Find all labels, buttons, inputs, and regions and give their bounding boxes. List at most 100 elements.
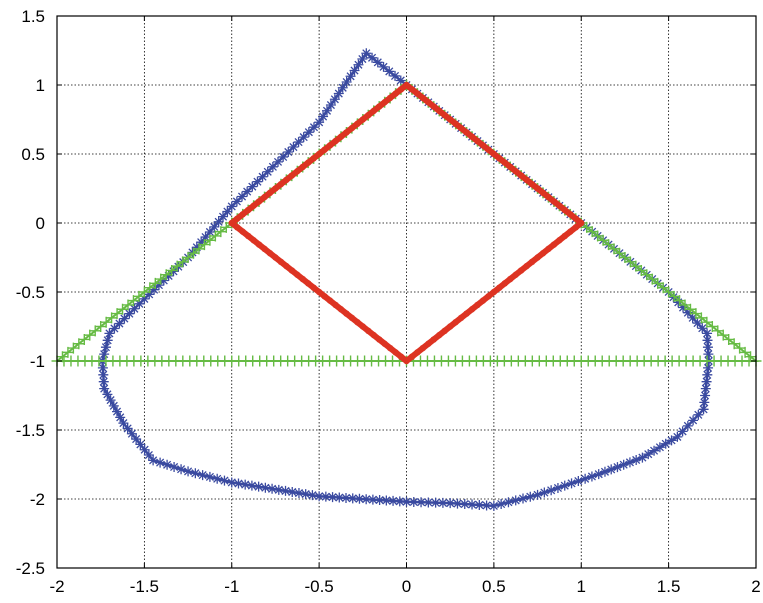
series-marker — [253, 481, 264, 492]
y-tick-label: -2.5 — [16, 559, 45, 578]
series-marker — [367, 52, 378, 63]
series-marker — [333, 88, 344, 99]
x-tick-label: 2 — [751, 577, 760, 596]
series-marker — [299, 163, 306, 171]
series-marker — [349, 65, 360, 76]
series-marker — [294, 271, 301, 278]
series-marker — [247, 181, 258, 192]
series-marker — [559, 480, 570, 491]
series-marker — [273, 484, 284, 495]
series-marker — [437, 497, 448, 508]
series-marker — [566, 478, 577, 489]
series-marker — [693, 409, 704, 420]
series-marker — [261, 193, 268, 201]
series-marker — [105, 395, 116, 406]
series-marker — [260, 482, 271, 493]
series-marker — [299, 275, 306, 283]
series-marker — [556, 202, 563, 209]
series-marker — [637, 452, 648, 463]
series-marker — [618, 459, 629, 470]
series-marker — [474, 301, 481, 309]
series-marker — [228, 219, 235, 227]
grid — [56, 15, 757, 569]
series-marker — [100, 342, 111, 353]
series-marker — [139, 293, 150, 304]
series-marker — [176, 464, 187, 475]
series-marker — [337, 306, 345, 313]
series-marker — [688, 415, 699, 426]
series-marker — [370, 331, 377, 339]
series-marker — [303, 127, 314, 138]
series-marker — [262, 166, 273, 177]
series-marker — [556, 237, 563, 244]
series-marker — [414, 90, 421, 97]
series-marker — [381, 340, 388, 347]
series-marker — [572, 215, 579, 222]
series-marker — [239, 228, 246, 235]
y-tick-label: -0.5 — [16, 283, 45, 302]
series-marker — [231, 196, 242, 207]
series-marker — [375, 336, 383, 343]
series-marker — [643, 449, 654, 460]
series-marker — [392, 90, 399, 97]
series-marker — [144, 289, 155, 300]
series-marker — [390, 70, 401, 81]
series-marker — [218, 211, 229, 222]
series-marker — [631, 454, 642, 465]
series-marker — [673, 297, 684, 308]
series-marker — [463, 310, 470, 317]
series-marker — [403, 357, 410, 365]
x-tick-label: 1 — [577, 577, 586, 596]
series-marker — [572, 224, 579, 231]
series-marker — [124, 308, 135, 319]
series-marker — [677, 426, 688, 437]
series-marker — [702, 369, 713, 380]
series-marker — [702, 328, 713, 339]
series-marker — [452, 120, 459, 128]
series-marker — [468, 306, 476, 313]
series-marker — [329, 94, 340, 105]
series-marker — [266, 249, 274, 257]
series-marker — [114, 318, 125, 329]
series-marker — [334, 492, 345, 503]
series-marker — [357, 54, 368, 65]
y-tick-label: 0.5 — [21, 145, 45, 164]
series-marker — [666, 435, 677, 446]
series-marker — [318, 111, 329, 122]
series-marker — [139, 444, 150, 455]
series-marker — [457, 314, 465, 322]
series-marker — [347, 493, 358, 504]
series-marker — [326, 297, 334, 304]
series-marker — [305, 159, 312, 166]
series-marker — [348, 314, 356, 322]
series-marker — [246, 480, 257, 491]
series-marker — [126, 428, 137, 439]
series-marker — [359, 323, 367, 330]
series-marker — [115, 412, 126, 423]
series-marker — [222, 206, 233, 217]
series-marker — [98, 376, 109, 387]
series-marker — [143, 450, 154, 461]
series-marker — [392, 349, 399, 356]
series-marker — [518, 493, 528, 504]
series-marker — [272, 254, 279, 261]
series-marker — [273, 156, 284, 167]
series-marker — [354, 318, 361, 326]
series-marker — [395, 75, 406, 86]
series-marker — [240, 479, 251, 490]
series-marker — [99, 383, 110, 394]
series-marker — [183, 466, 194, 477]
series-marker — [501, 159, 508, 166]
series-marker — [367, 494, 378, 505]
series-marker — [528, 258, 536, 266]
series-marker — [354, 493, 365, 504]
series-marker — [190, 468, 201, 479]
series-marker — [197, 470, 208, 481]
series-marker — [374, 495, 385, 506]
series-marker — [375, 103, 383, 110]
y-tick-label: 0 — [36, 214, 45, 233]
series-marker — [288, 172, 296, 179]
series-marker — [234, 215, 241, 222]
series-marker — [283, 262, 290, 270]
